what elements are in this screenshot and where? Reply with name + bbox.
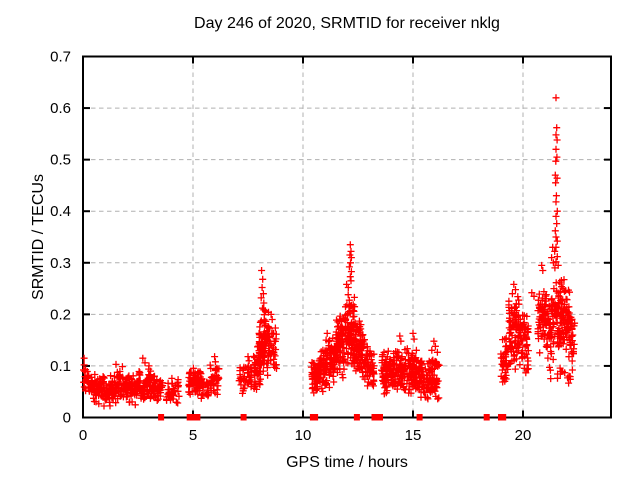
zero-value-markers	[158, 414, 507, 421]
y-tick-label: 0.5	[50, 152, 71, 169]
x-tick-label: 15	[405, 427, 422, 444]
zero-marker	[483, 414, 490, 421]
plot-border	[82, 55, 612, 419]
y-tick-label: 0.7	[50, 49, 71, 66]
y-tick-labels: 0 0.1 0.2 0.3 0.4 0.5 0.6 0.7	[50, 49, 71, 427]
zero-marker	[194, 414, 201, 421]
x-tick-label: 5	[189, 427, 197, 444]
zero-marker	[188, 414, 195, 421]
y-tick-label: 0.4	[50, 203, 71, 220]
zero-marker	[353, 414, 360, 421]
y-tick-label: 0.1	[50, 358, 71, 375]
x-tick-labels: 0 5 10 15 20	[79, 427, 532, 444]
x-tick-label: 0	[79, 427, 87, 444]
x-tick-label: 10	[295, 427, 312, 444]
chart-title: Day 246 of 2020, SRMTID for receiver nkl…	[194, 15, 500, 32]
zero-marker	[500, 414, 507, 421]
zero-marker	[158, 414, 165, 421]
zero-marker	[371, 414, 378, 421]
y-tick-label: 0.2	[50, 306, 71, 323]
y-tick-label: 0.3	[50, 255, 71, 272]
zero-marker	[312, 414, 319, 421]
gridlines	[83, 56, 611, 418]
zero-marker	[240, 414, 247, 421]
y-tick-label: 0	[63, 410, 71, 427]
data-points	[80, 94, 579, 410]
zero-marker	[377, 414, 383, 421]
zero-marker	[416, 414, 423, 421]
y-tick-label: 0.6	[50, 100, 71, 117]
y-axis-label: SRMTID / TECUs	[30, 174, 47, 300]
x-axis-label: GPS time / hours	[286, 454, 408, 471]
x-tick-label: 20	[515, 427, 532, 444]
